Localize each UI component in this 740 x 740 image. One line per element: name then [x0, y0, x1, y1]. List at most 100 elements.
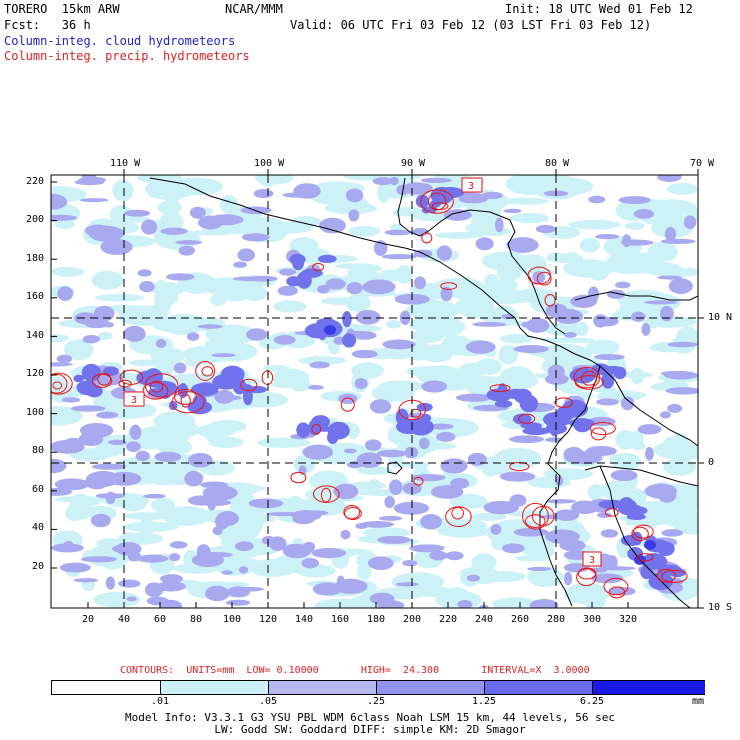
cloud-mid-patch	[84, 224, 113, 237]
cloud-light-patch	[234, 508, 253, 515]
x-tick-240: 240	[475, 614, 494, 625]
cloud-mid-patch	[435, 431, 456, 442]
cloud-mid-patch	[175, 240, 202, 245]
cloud-mid-patch	[248, 498, 284, 509]
cloud-mid-patch	[381, 253, 417, 260]
field-cloud-title: Column-integ. cloud hydrometeors	[4, 34, 236, 48]
cloud-mid-patch	[657, 175, 682, 182]
cloud-mid-patch	[377, 535, 411, 544]
cloud-mid-patch	[135, 450, 150, 462]
cloud-dark-patch	[76, 382, 89, 392]
cloud-mid-patch	[593, 353, 625, 361]
precip-contour	[527, 266, 552, 285]
cloud-dark-patch	[415, 194, 430, 208]
cloud-mid-patch	[205, 585, 230, 602]
cloud-light-patch	[670, 433, 689, 451]
cloud-mid-patch	[663, 371, 698, 380]
cloud-mid-patch	[490, 523, 502, 535]
cloud-mid-patch	[384, 495, 395, 509]
cloud-mid-patch	[79, 198, 109, 203]
cloud-mid-patch	[615, 281, 631, 289]
x-tick-320: 320	[619, 614, 638, 625]
cloud-mid-patch	[241, 233, 270, 242]
init-time: Init: 18 UTC Wed 01 Feb 12	[505, 2, 693, 16]
cloud-light-patch	[377, 182, 391, 203]
cloud-mid-patch	[509, 435, 545, 444]
colorbar-label-005: .05	[259, 696, 278, 707]
lon-label-100w: 100 W	[254, 158, 285, 169]
colorbar	[51, 680, 705, 695]
cloud-mid-patch	[587, 286, 600, 302]
cloud-dark-patch	[620, 534, 642, 547]
colorbar-unit: mm	[692, 696, 705, 707]
cloud-light-patch	[540, 337, 596, 344]
cloud-mid-patch	[59, 562, 91, 573]
cloud-light-patch	[270, 381, 314, 389]
cloud-light-patch	[209, 293, 227, 306]
cloud-mid-patch	[57, 286, 74, 301]
cloud-light-patch	[183, 549, 199, 570]
y-tick-200: 200	[26, 214, 45, 225]
cloud-light-patch	[624, 222, 645, 230]
cloud-mid-patch	[420, 177, 452, 183]
x-tick-140: 140	[295, 614, 314, 625]
cloud-mid-patch	[610, 469, 638, 482]
precip-contour	[633, 524, 654, 539]
cloud-mid-patch	[312, 582, 343, 596]
cloud-mid-patch	[268, 536, 287, 551]
cloud-light-patch	[465, 222, 491, 234]
cloud-light-patch	[470, 216, 495, 225]
cloud-mid-patch	[457, 599, 473, 608]
cloud-light-patch	[220, 533, 238, 549]
cloud-mid-patch	[608, 586, 636, 596]
cloud-light-patch	[112, 179, 134, 202]
cloud-mid-patch	[345, 188, 364, 203]
cloud-mid-patch	[169, 541, 188, 549]
cloud-light-patch	[492, 597, 539, 608]
precip-contour	[118, 379, 132, 388]
cloud-mid-patch	[208, 214, 244, 226]
cloud-dark-patch	[573, 418, 592, 433]
cloud-mid-patch	[123, 325, 146, 342]
y-tick-160: 160	[26, 291, 45, 302]
cloud-mid-patch	[214, 390, 235, 404]
contours-info: CONTOURS: UNITS=mm LOW= 0.10000 HIGH= 24…	[120, 665, 590, 676]
cloud-dark-patch	[397, 416, 408, 424]
model-name: TORERO 15km ARW	[4, 2, 120, 16]
cloud-mid-patch	[74, 179, 105, 186]
cloud-light-patch	[379, 269, 403, 278]
cloud-mid-patch	[143, 493, 166, 499]
label-box-1	[123, 391, 145, 407]
cloud-light-patch	[257, 437, 311, 449]
cloud-mid-patch	[221, 570, 233, 575]
cloud-dark-patch	[640, 565, 653, 580]
cloud-mid-patch	[253, 189, 274, 199]
cloud-light-patch	[518, 254, 547, 276]
x-tick-220: 220	[439, 614, 458, 625]
cloud-mid-patch	[246, 328, 268, 341]
cloud-mid-patch	[51, 362, 74, 367]
cloud-mid-patch	[637, 424, 662, 435]
colorbar-swatch-4	[376, 681, 485, 694]
cloud-dark-patch	[554, 416, 571, 426]
precip-contour	[445, 506, 472, 527]
cloud-mid-patch	[532, 271, 546, 284]
model-info-line1: Model Info: V3.3.1 G3 YSU PBL WDM 6class…	[124, 711, 616, 724]
cloud-light-patch	[667, 182, 698, 195]
border-andes	[599, 365, 698, 447]
cloud-dark-patch	[512, 413, 532, 425]
cloud-mid-patch	[588, 195, 606, 204]
cloud-dark-patch	[316, 318, 336, 327]
cloud-light-patch	[646, 199, 697, 215]
cloud-mid-patch	[237, 248, 255, 262]
cloud-light-patch	[665, 267, 698, 277]
cloud-mid-patch	[277, 285, 298, 296]
cloud-mid-patch	[86, 471, 121, 487]
cloud-mid-patch	[384, 229, 412, 236]
cloud-light-patch	[406, 366, 442, 377]
precip-hydrometeor-contours	[51, 189, 688, 599]
cloud-mid-patch	[355, 523, 369, 529]
cloud-mid-patch	[124, 209, 151, 217]
cloud-mid-patch	[211, 353, 236, 358]
cloud-mid-patch	[74, 312, 98, 325]
